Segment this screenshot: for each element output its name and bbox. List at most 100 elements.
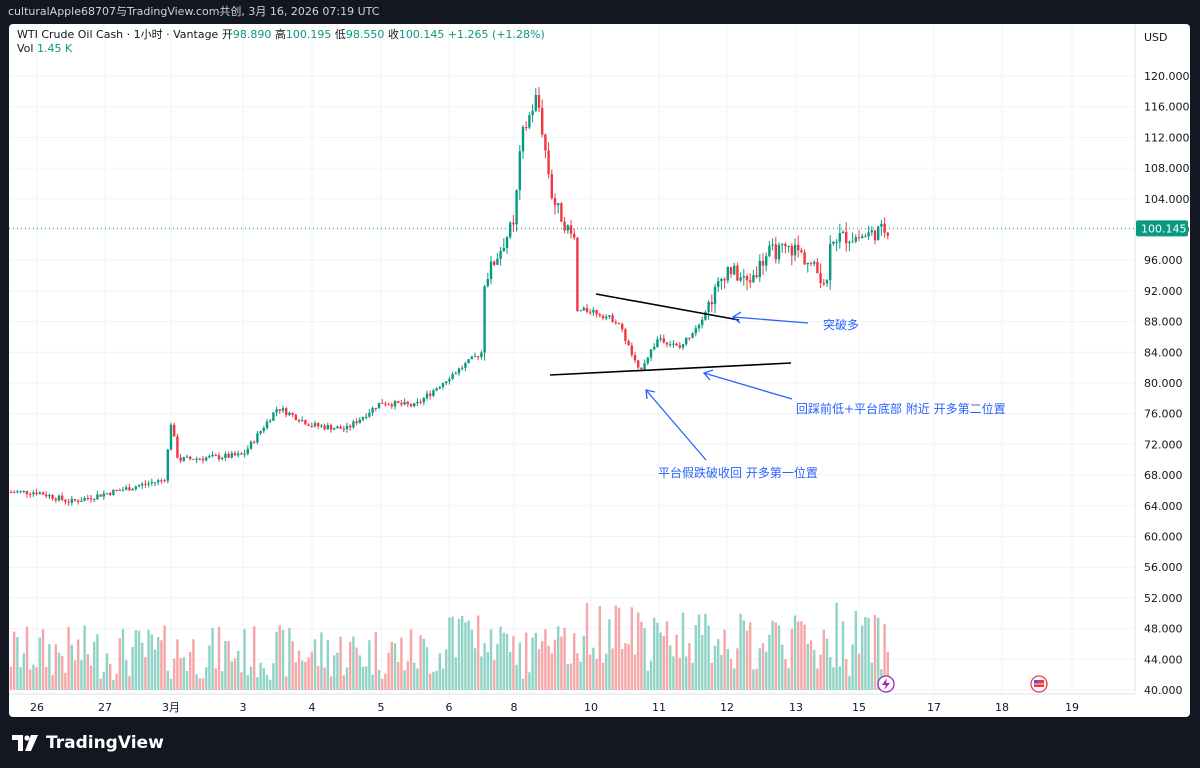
time-tick-label: 10 [584,701,598,714]
volume-bar [550,653,553,690]
volume-bar [54,644,57,690]
legend-ohlc-row: WTI Crude Oil Cash · 1小时 · Vantage 开98.8… [17,28,545,42]
candle-body [457,368,461,374]
symbol-title[interactable]: WTI Crude Oil Cash · 1小时 · Vantage [17,28,219,41]
candle-body [41,492,45,495]
candle-body [544,134,547,151]
volume-bar [480,656,483,690]
volume-bar [557,626,560,690]
volume-bar [240,672,243,690]
volume-bar [310,651,313,690]
close-value: 100.145 [398,28,445,41]
platform-top-trendline[interactable] [595,293,740,321]
candle-body [182,457,185,461]
candle-body [313,423,317,427]
candle-body [403,401,406,405]
volume-bar [569,663,573,690]
volume-bar [701,634,704,690]
candle-body [67,501,70,503]
tradingview-logo[interactable]: TradingView [12,733,164,753]
volume-bar [544,629,547,690]
candle-body [723,278,726,281]
volume-bar [205,667,208,690]
candle-body [448,379,451,382]
volume-bar [29,669,32,690]
volume-bar [563,627,566,690]
candle-body [131,489,134,491]
volume-bar [45,667,48,690]
breakout-arrow[interactable] [731,311,809,324]
candle-body [374,407,377,409]
candle-body [701,319,704,326]
candle-body [160,480,163,482]
candle-body [848,242,851,244]
volume-bar [646,670,649,690]
candle-body [144,483,147,485]
candle-body [368,412,371,417]
chart-svg[interactable]: 突破多 回踩前低+平台底部 附近 开多第二位置 平台假跌破收回 开多第一位置 U… [9,24,1190,717]
candle-body [617,322,621,324]
volume-bar [285,676,288,690]
candle-body [70,499,73,503]
candle-body [729,267,733,275]
time-tick-label: 5 [378,701,385,714]
candle-body [253,441,256,443]
volume-bar [694,625,697,690]
volume-bar [640,621,643,690]
candle-body [566,225,569,231]
candle-body [262,428,265,432]
volume-bar [51,675,54,690]
volume-bar [93,641,96,690]
candle-body [633,354,637,361]
candle-body [627,340,630,346]
volume-bar [400,637,403,690]
time-tick-label: 17 [927,701,941,714]
candle-body [665,342,669,345]
volume-bar [275,631,278,690]
time-tick-label: 19 [1065,701,1079,714]
volume-bar [272,663,275,690]
candle-body [387,404,390,406]
candle-body [195,458,198,460]
candle-body [342,428,345,430]
candle-body [416,401,419,404]
volume-bar [9,666,13,690]
legend-volume-row: Vol 1.45 K [17,42,545,56]
volume-bar [829,657,832,690]
volume-bar [157,636,160,690]
candle-body [115,489,118,491]
volume-bar [243,629,246,690]
candle-body [553,198,557,206]
last-price-label: 100.145 [1141,222,1187,235]
chart-legend: WTI Crude Oil Cash · 1小时 · Vantage 开98.8… [17,28,545,56]
volume-bar [80,660,83,690]
candle-body [470,356,473,360]
volume-bar [89,665,93,690]
volume-bar [752,669,755,690]
candle-body [256,433,259,443]
volume-bar [297,650,301,690]
candle-body [400,402,403,405]
volume-bar [262,668,265,690]
price-tick-label: 92.000 [1144,285,1183,298]
candle-body [688,337,691,339]
second-entry-arrow[interactable] [702,369,793,400]
candle-body [128,487,131,491]
volume-bar [608,619,611,690]
candle-body [656,339,659,347]
annotation-breakout: 突破多 [823,317,859,332]
first-entry-arrow[interactable] [645,389,707,461]
volume-bar [342,675,345,690]
volume-label[interactable]: Vol [17,42,34,55]
event-icon-lightning[interactable] [877,675,895,693]
volume-bar [115,674,118,690]
volume-bar [150,634,153,690]
chart-card[interactable]: 突破多 回踩前低+平台底部 附近 开多第二位置 平台假跌破收回 开多第一位置 U… [9,24,1190,717]
candle-body [112,489,115,495]
volume-bar [413,662,416,690]
event-icon-flag[interactable] [1030,675,1048,693]
volume-bar [141,642,144,690]
volume-bar [576,653,579,690]
candle-body [22,490,25,492]
platform-bottom-trendline[interactable] [549,362,792,376]
